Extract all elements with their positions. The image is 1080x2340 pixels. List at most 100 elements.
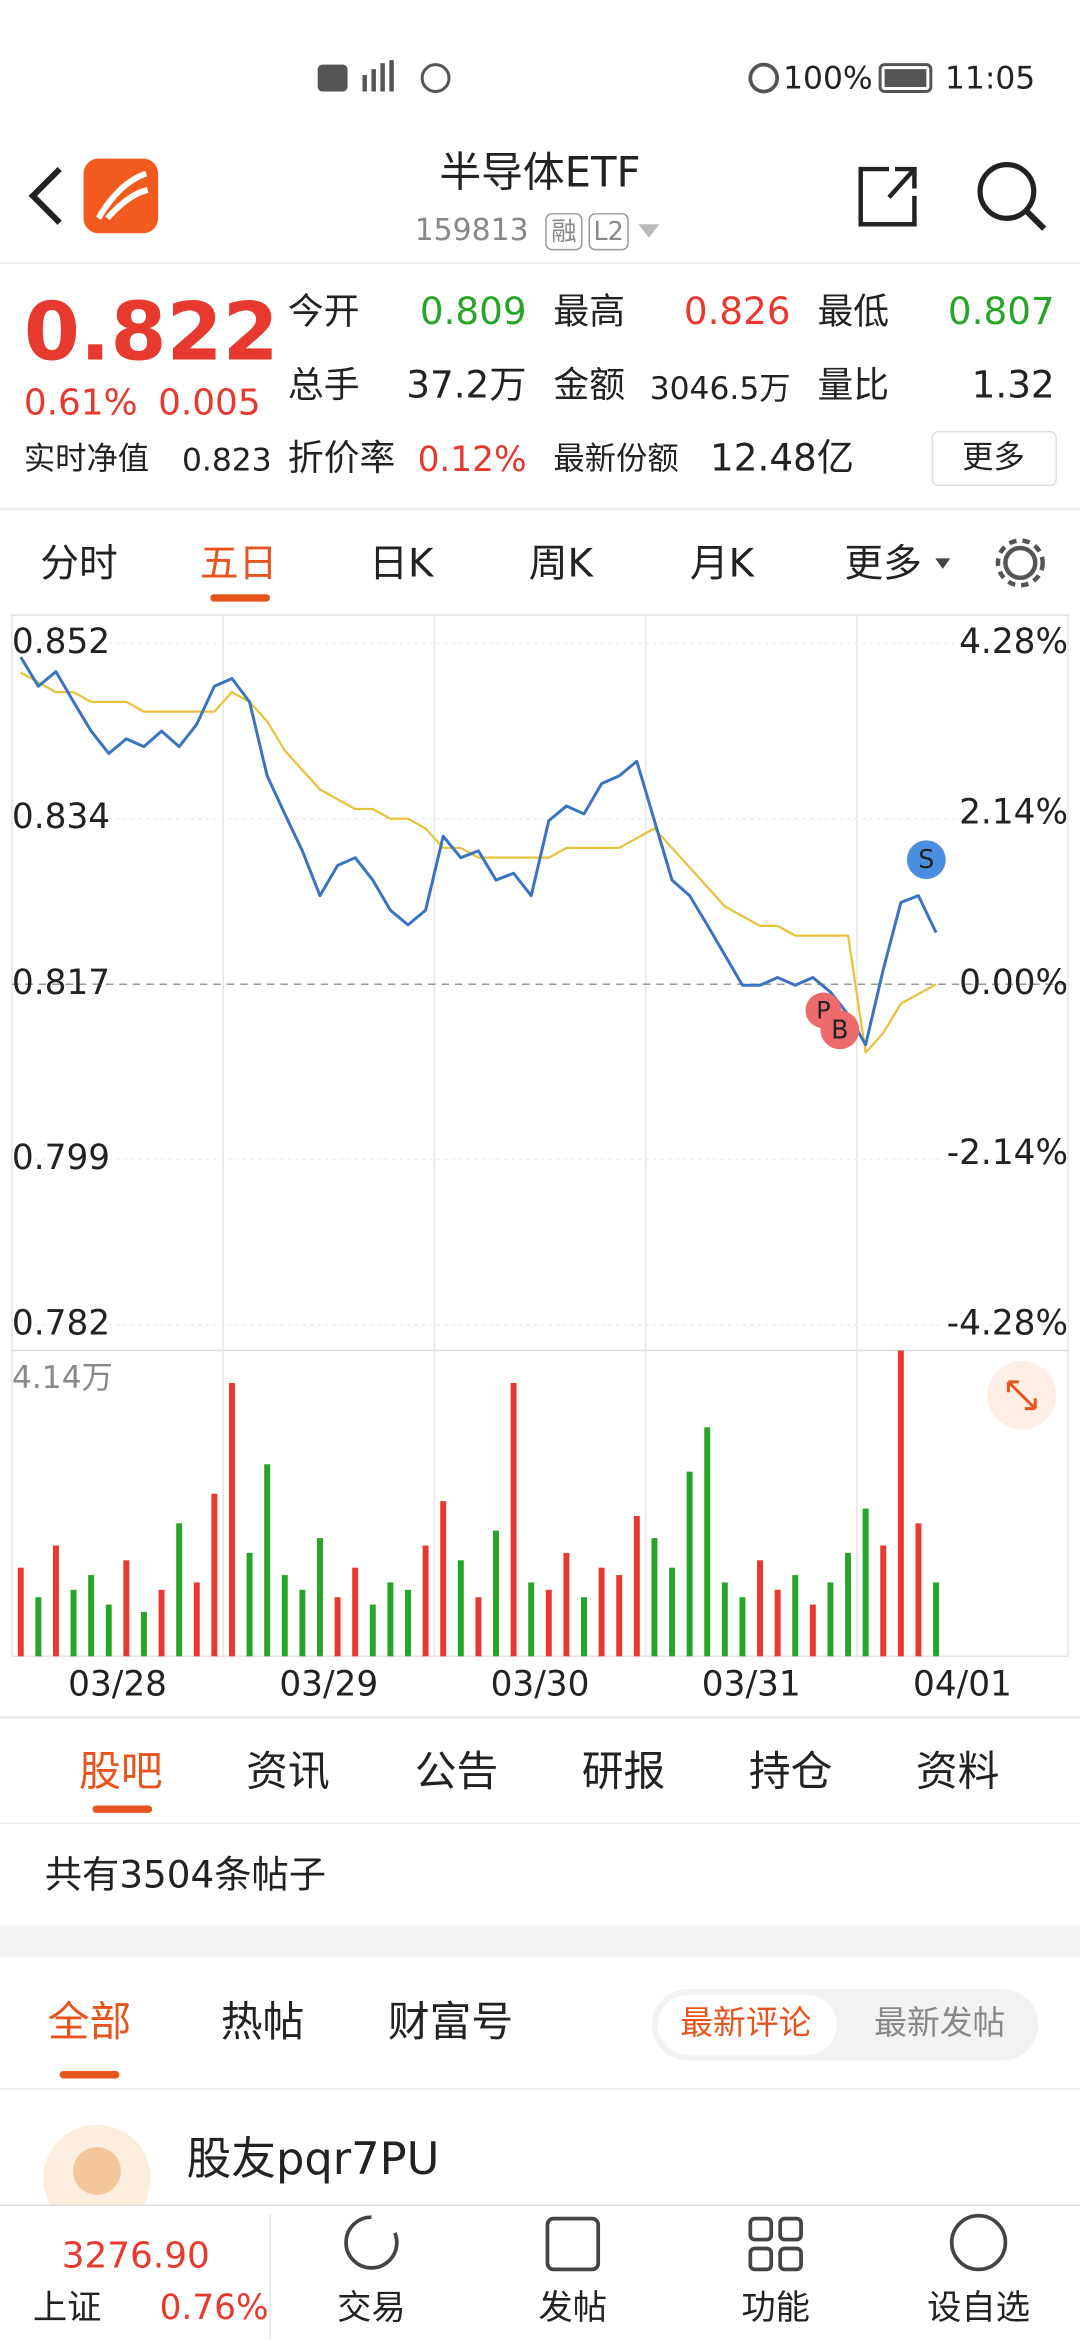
volume-bar — [17, 1567, 24, 1657]
y-tick-label: 0.834 — [12, 797, 110, 837]
volume-bar — [633, 1515, 640, 1657]
nav-item[interactable]: 发帖 — [539, 2288, 608, 2328]
x-tick-label: 03/28 — [68, 1665, 167, 1705]
volume-bar — [563, 1552, 570, 1657]
y-tick-label: 0.782 — [12, 1304, 110, 1344]
volume-bar — [246, 1552, 253, 1657]
chart-tab[interactable]: 分时 — [40, 541, 118, 586]
volume-bar — [228, 1382, 235, 1657]
volume-bar — [70, 1589, 77, 1657]
section-tab[interactable]: 持仓 — [749, 1747, 832, 1796]
stat-value: 0.807 — [948, 289, 1055, 333]
tag: L2 — [593, 216, 623, 246]
stat-label: 金额 — [553, 365, 625, 406]
sort-option-active[interactable]: 最新评论 — [680, 2004, 811, 2042]
marker-label: B — [831, 1014, 848, 1044]
y2-tick-label: 4.28% — [959, 622, 1068, 662]
marker-label: S — [918, 844, 934, 874]
y2-tick-label: -2.14% — [947, 1133, 1068, 1173]
volume-bar — [334, 1597, 341, 1657]
volume-bar — [510, 1382, 517, 1657]
volume-bar — [35, 1597, 42, 1657]
y2-tick-label: 0.00% — [959, 963, 1068, 1003]
back-button[interactable] — [28, 166, 62, 225]
volume-bar — [211, 1493, 218, 1657]
stat-label: 总手 — [288, 365, 360, 406]
filter[interactable]: 热帖 — [221, 1997, 304, 2046]
chart: 03/28 03/29 03/30 03/31 04/01 0.852 0.834 0.817… — [11, 614, 1069, 1705]
volume-bar — [792, 1575, 799, 1657]
search-button[interactable] — [977, 161, 1037, 221]
volume-bar — [809, 1604, 816, 1657]
index-change: 0.76% — [160, 2288, 269, 2328]
volume-bar — [387, 1582, 394, 1657]
x-tick-label: 03/29 — [279, 1665, 378, 1705]
chart-tab[interactable]: 日K — [369, 541, 435, 586]
more-button[interactable] — [931, 430, 1057, 487]
settings-button[interactable] — [1003, 545, 1038, 581]
stat-label: 最低 — [817, 292, 889, 333]
chart-frame — [11, 614, 1069, 1658]
volume-bar — [669, 1567, 675, 1657]
volume-bar — [405, 1589, 411, 1657]
battery-text: 100% — [783, 61, 873, 97]
volume-bar — [845, 1552, 852, 1657]
filter[interactable]: 财富号 — [388, 1997, 513, 2046]
app-logo-mark — [95, 170, 149, 221]
y2-tick-label: -4.28% — [947, 1304, 1068, 1344]
feature-icon — [748, 2216, 774, 2242]
divider — [0, 1715, 1080, 1719]
sort-active-bg — [657, 1994, 837, 2055]
x-tick-label: 04/01 — [913, 1665, 1012, 1705]
section-tab-active[interactable]: 股吧 — [79, 1747, 163, 1796]
filter-active[interactable]: 全部 — [48, 1997, 132, 2046]
search-handle — [1024, 208, 1047, 231]
section-tab[interactable]: 公告 — [415, 1747, 498, 1796]
volume-bar — [88, 1575, 95, 1657]
section-tab[interactable]: 资讯 — [246, 1747, 330, 1796]
volume-bar — [616, 1575, 623, 1657]
index-value[interactable]: 3276.90 — [62, 2235, 210, 2276]
stat-label: 折价率 — [288, 438, 395, 479]
nav-item[interactable]: 功能 — [741, 2288, 810, 2328]
post-icon — [545, 2216, 601, 2272]
tab-indicator — [59, 2070, 120, 2079]
hand-icon — [420, 63, 451, 93]
nav-item[interactable]: 设自选 — [927, 2288, 1030, 2328]
price: 0.822 — [24, 285, 279, 379]
bottom-bar-bg — [0, 2205, 1080, 2340]
share-button[interactable] — [858, 166, 917, 227]
section-tab[interactable]: 资料 — [916, 1747, 1000, 1796]
marker-dot[interactable] — [820, 1010, 860, 1050]
sort-option[interactable]: 最新发帖 — [874, 2004, 1005, 2042]
stat-label: 量比 — [817, 365, 889, 406]
change-pct: 0.61% — [24, 383, 138, 424]
stat-value: 0.12% — [418, 440, 527, 480]
marker-dot[interactable] — [906, 840, 946, 880]
volume-bar — [897, 1350, 904, 1657]
post-user[interactable]: 股友pqr7PU — [186, 2132, 439, 2185]
stat-value: 0.809 — [420, 289, 527, 333]
chart-tab-active[interactable]: 五日 — [200, 541, 278, 586]
volume-bar — [827, 1582, 834, 1657]
stat-value: 0.826 — [684, 289, 791, 333]
trade-icon — [344, 2215, 399, 2270]
volume-bar — [528, 1582, 535, 1657]
feature-icon — [778, 2246, 803, 2272]
volume-bar — [316, 1538, 323, 1657]
chart-tab[interactable]: 周K — [529, 541, 595, 586]
stat-value: 1.32 — [972, 362, 1055, 406]
volume-bar — [880, 1545, 887, 1657]
dropdown-arrow[interactable] — [638, 224, 660, 238]
chart-tab[interactable]: 月K — [690, 541, 756, 586]
chart-tabs: 分时 五日 日K 周K 月K 更多 — [40, 538, 1045, 602]
nav-item[interactable]: 交易 — [337, 2288, 406, 2328]
y-tick-label: 0.817 — [12, 963, 110, 1003]
chart-tab[interactable]: 更多 — [844, 541, 922, 586]
section-tab[interactable]: 研报 — [582, 1747, 666, 1796]
volume-bar — [862, 1508, 869, 1657]
avatar-face — [73, 2147, 121, 2195]
status-bar: 100% 11:05 — [317, 60, 1035, 97]
volume-bar — [352, 1567, 359, 1657]
quote-panel: 0.822 0.61% 0.005 实时净值 0.823 今开 0.809 最高… — [0, 285, 1080, 511]
